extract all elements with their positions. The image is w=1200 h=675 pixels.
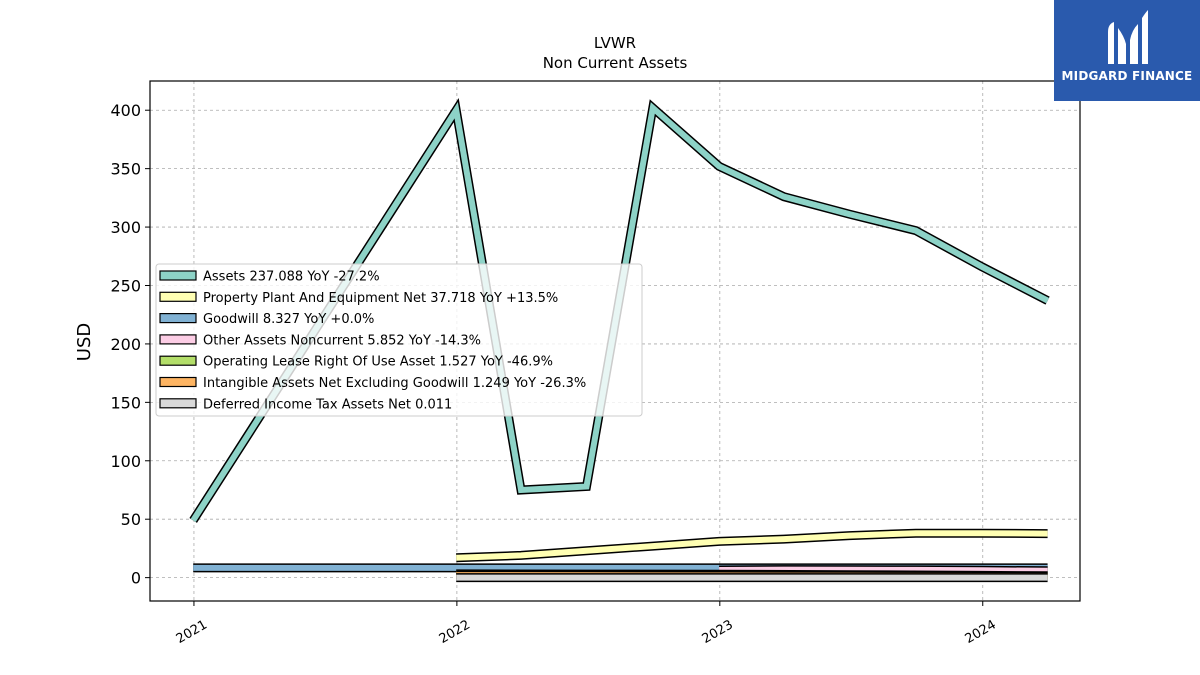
x-tick-label: 2023: [700, 617, 736, 647]
brand-logo: MIDGARD FINANCE: [1054, 0, 1200, 101]
brand-name: MIDGARD FINANCE: [1061, 69, 1193, 83]
y-tick-label: 50: [121, 510, 141, 529]
series-1: [454, 528, 1050, 563]
data-point: [980, 575, 985, 580]
y-tick-label: 350: [110, 160, 141, 179]
y-tick-label: 300: [110, 218, 141, 237]
data-point: [1045, 298, 1050, 303]
data-point: [518, 487, 523, 492]
plot-frame: [149, 80, 1081, 602]
data-point: [717, 539, 722, 544]
data-point: [1045, 531, 1050, 536]
legend: Assets 237.088 YoY -27.2% Property Plant …: [155, 263, 643, 417]
legend-label: Deferred Income Tax Assets Net 0.011: [203, 397, 452, 412]
legend-label: Property Plant And Equipment Net 37.718 …: [203, 291, 558, 306]
data-point: [913, 228, 918, 233]
y-tick-label: 150: [110, 393, 141, 412]
legend-swatch: [159, 334, 197, 345]
x-tick-label: 2022: [437, 617, 473, 647]
legend-swatch: [159, 313, 197, 324]
legend-label: Intangible Assets Net Excluding Goodwill…: [203, 376, 586, 391]
data-point: [650, 544, 655, 549]
x-tick-label: 2024: [963, 617, 999, 647]
legend-swatch: [159, 355, 197, 366]
legend-label: Other Assets Noncurrent 5.852 YoY -14.3%: [203, 333, 481, 348]
data-point: [584, 484, 589, 489]
chart-subtitle: Non Current Assets: [543, 54, 688, 72]
data-point: [454, 575, 459, 580]
data-point: [191, 518, 196, 523]
y-axis-label: USD: [74, 323, 95, 361]
legend-swatch: [159, 270, 197, 281]
data-point: [847, 212, 852, 217]
data-point: [191, 565, 196, 570]
data-point: [584, 548, 589, 553]
data-point: [1045, 575, 1050, 580]
series-3: [719, 565, 1048, 576]
legend-swatch: [159, 398, 197, 409]
data-point: [650, 105, 655, 110]
data-point: [980, 264, 985, 269]
y-tick-label: 400: [110, 101, 141, 120]
y-tick-label: 0: [131, 569, 141, 588]
legend-swatch: [159, 291, 197, 302]
data-point: [518, 553, 523, 558]
data-point: [454, 108, 459, 113]
series-6: [454, 573, 1050, 583]
x-tick-label: 2021: [174, 617, 210, 647]
data-point: [781, 537, 786, 542]
legend-label: Goodwill 8.327 YoY +0.0%: [203, 312, 374, 327]
data-point: [980, 531, 985, 536]
data-point: [913, 531, 918, 536]
legend-swatch: [159, 376, 197, 388]
data-point: [454, 555, 459, 560]
data-point: [847, 575, 852, 580]
series-line: [456, 530, 1048, 561]
series-line: [719, 566, 1048, 574]
data-point: [584, 575, 589, 580]
midgard-m-logo-icon: [1108, 10, 1148, 64]
y-tick-label: 200: [110, 335, 141, 354]
data-point: [781, 194, 786, 199]
y-tick-label: 100: [110, 452, 141, 471]
legend-label: Assets 237.088 YoY -27.2%: [203, 270, 380, 285]
legend-box: [155, 263, 643, 417]
data-point: [717, 575, 722, 580]
legend-label: Operating Lease Right Of Use Asset 1.527…: [203, 355, 553, 370]
y-tick-label: 250: [110, 276, 141, 295]
data-point: [717, 164, 722, 169]
chart-title: LVWR: [594, 34, 636, 52]
data-point: [847, 533, 852, 538]
